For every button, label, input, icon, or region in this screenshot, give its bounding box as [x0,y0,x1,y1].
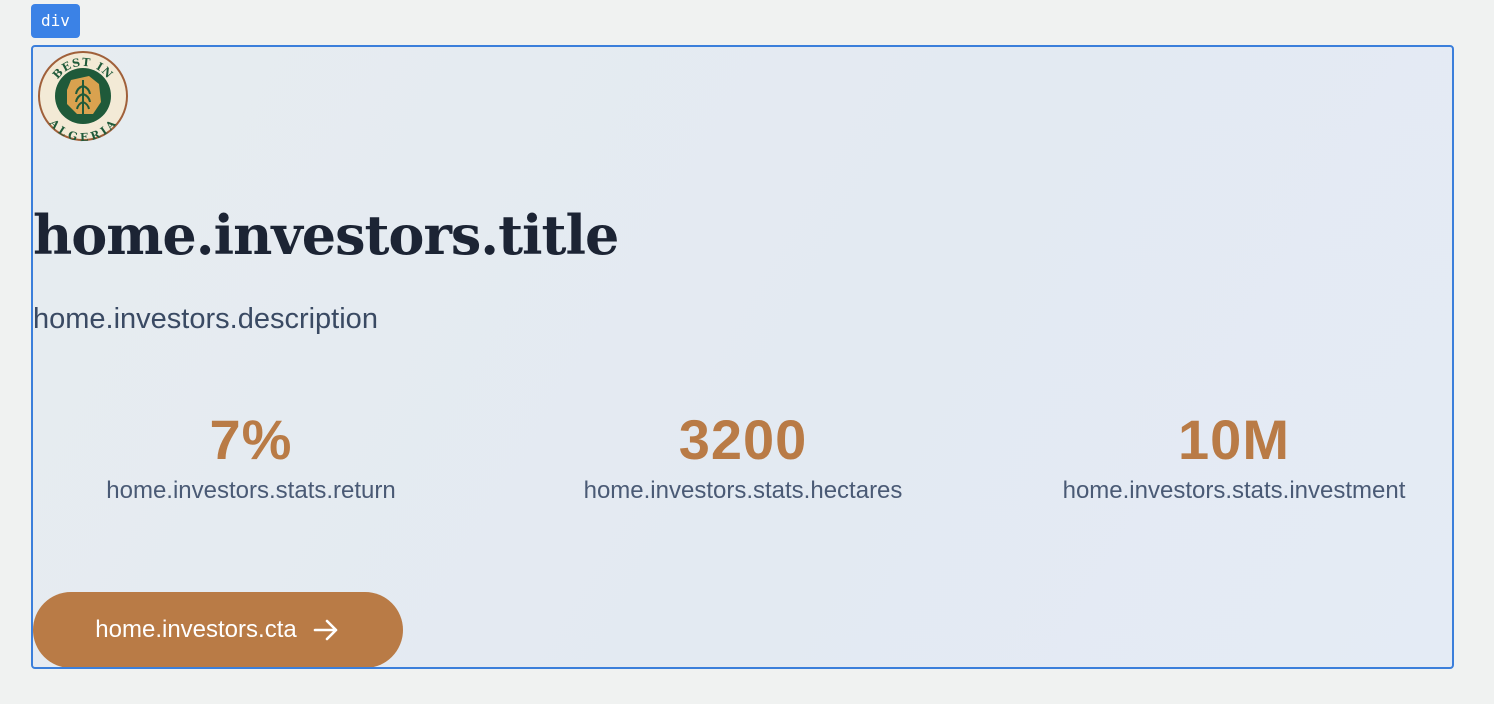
stat-hectares-label: home.investors.stats.hectares [583,477,903,504]
stat-return-value: 7% [209,408,293,471]
best-in-algeria-logo: BEST IN ALGERIA [38,51,128,142]
investors-cta-button[interactable]: home.investors.cta [33,592,403,667]
investors-cta-label: home.investors.cta [95,616,297,643]
investors-stats: 7% home.investors.stats.return 3200 home… [33,407,1451,505]
arrow-right-icon [311,615,341,645]
investors-title: home.investors.title [33,203,619,267]
element-inspector-tag: div [31,4,80,38]
investors-section: BEST IN ALGERIA home.investors.title hom… [31,45,1454,669]
investors-description: home.investors.description [33,303,378,335]
stat-return: 7% home.investors.stats.return [33,407,469,505]
stat-return-label: home.investors.stats.return [106,477,396,504]
stat-investment: 10M home.investors.stats.investment [1017,407,1451,505]
stat-investment-value: 10M [1178,408,1290,471]
stat-hectares: 3200 home.investors.stats.hectares [469,407,1017,505]
stat-investment-label: home.investors.stats.investment [1062,477,1406,504]
stat-hectares-value: 3200 [678,408,808,471]
